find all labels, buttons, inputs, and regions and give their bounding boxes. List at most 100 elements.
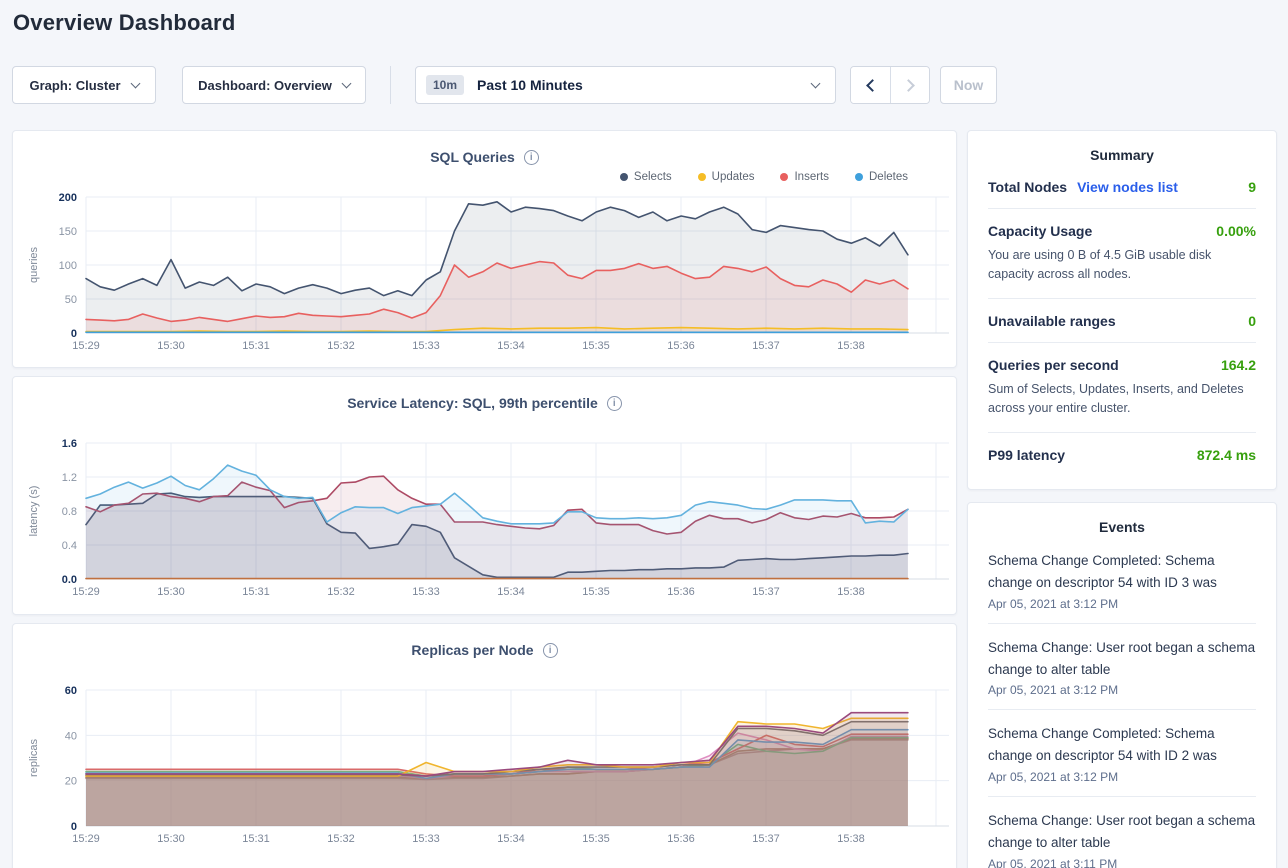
svg-text:15:34: 15:34 [497,586,525,598]
legend-item[interactable]: Selects [619,171,672,183]
chart-legend: Selects Updates Inserts Deletes [13,167,956,187]
time-next-button[interactable] [890,67,929,103]
info-icon[interactable]: i [542,642,558,658]
svg-text:15:38: 15:38 [837,340,865,352]
svg-text:0.8: 0.8 [62,506,77,518]
dashboard-dropdown-label: Dashboard: Overview [198,77,332,93]
view-nodes-list-link[interactable]: View nodes list [1077,179,1178,195]
time-prev-button[interactable] [851,67,890,103]
summary-panel: Summary Total Nodes View nodes list 9 Ca… [967,130,1277,490]
event-text: Schema Change Completed: Schema change o… [988,726,1217,764]
chevron-left-icon [866,78,879,92]
svg-text:150: 150 [59,226,77,238]
event-text: Schema Change: User root began a schema … [988,639,1256,677]
graph-dropdown-label: Graph: Cluster [29,77,121,93]
summary-row-total-nodes: Total Nodes View nodes list 9 [988,165,1256,209]
svg-text:1.2: 1.2 [62,472,77,484]
total-nodes-label: Total Nodes [988,179,1068,195]
unavailable-ranges-value: 0 [1248,312,1256,329]
svg-text:15:35: 15:35 [582,586,610,598]
capacity-subtext: You are using 0 B of 4.5 GiB usable disk… [988,248,1212,282]
svg-text:15:37: 15:37 [752,586,780,598]
svg-text:15:38: 15:38 [837,833,865,845]
svg-text:60: 60 [65,685,77,697]
info-icon[interactable]: i [523,149,539,165]
svg-text:15:30: 15:30 [157,340,185,352]
svg-text:15:30: 15:30 [157,833,185,845]
svg-text:15:33: 15:33 [412,833,440,845]
svg-text:20: 20 [65,776,77,788]
legend-dot-icon [855,173,863,181]
page-title: Overview Dashboard [13,10,236,35]
replicas-per-node-chart: 0 20 40 60 15:29 15:30 15:31 15:32 15:33 15:34 15:… [21,680,956,848]
svg-text:15:30: 15:30 [157,586,185,598]
p99-latency-label: P99 latency [988,446,1066,463]
legend-item[interactable]: Inserts [780,171,829,183]
qps-label: Queries per second [988,356,1119,373]
unavailable-ranges-label: Unavailable ranges [988,312,1116,329]
svg-text:15:29: 15:29 [72,833,100,845]
info-icon[interactable]: i [606,395,622,411]
chevron-down-icon [810,78,821,88]
svg-text:50: 50 [65,294,77,306]
graph-dropdown[interactable]: Graph: Cluster [12,66,156,104]
legend-label: Selects [633,171,672,183]
event-timestamp: Apr 05, 2021 at 3:11 PM [988,856,1118,868]
svg-text:15:38: 15:38 [837,586,865,598]
legend-dot-icon [619,173,628,181]
svg-text:15:34: 15:34 [497,340,525,352]
sql-queries-chart: 0 50 100 150 200 15:29 15:30 15:31 15:32 15:33 15:… [21,187,956,355]
svg-text:15:29: 15:29 [72,340,100,352]
svg-text:1.6: 1.6 [62,438,77,450]
svg-text:15:36: 15:36 [667,833,695,845]
svg-text:15:33: 15:33 [412,340,440,352]
qps-value: 164.2 [1220,356,1256,373]
chevron-down-icon [341,78,352,88]
chart-title: Service Latency: SQL, 99th percentile [347,395,598,411]
svg-text:15:36: 15:36 [667,340,695,352]
svg-text:15:31: 15:31 [242,340,270,352]
divider [390,66,391,104]
svg-text:latency (s): latency (s) [28,486,40,537]
svg-text:queries: queries [28,246,40,283]
legend-item[interactable]: Deletes [855,171,908,183]
legend-dot-icon [697,173,706,181]
chart-panel-service-latency: Service Latency: SQL, 99th percentile i … [12,376,957,615]
qps-subtext: Sum of Selects, Updates, Inserts, and De… [988,381,1244,416]
legend-label: Inserts [794,171,829,183]
legend-label: Deletes [869,171,908,183]
legend-label: Updates [711,171,755,183]
capacity-label: Capacity Usage [988,223,1093,239]
chevron-down-icon [130,78,140,88]
svg-text:15:36: 15:36 [667,586,695,598]
summary-row-capacity: Capacity Usage 0.00% You are using 0 B o… [988,209,1256,299]
chart-panel-sql-queries: SQL Queries i Selects Updates Inserts Delet… [12,130,957,368]
time-range-selector[interactable]: 10m Past 10 Minutes [415,66,836,104]
svg-text:40: 40 [65,730,77,742]
summary-row-unavailable-ranges: Unavailable ranges 0 [988,299,1256,343]
summary-title: Summary [1090,147,1154,163]
summary-row-p99: P99 latency 872.4 ms [988,433,1256,476]
p99-latency-value: 872.4 ms [1196,446,1256,463]
svg-text:0.4: 0.4 [62,540,77,552]
time-range-label: Past 10 Minutes [477,77,583,93]
events-panel: Events Schema Change Completed: Schema c… [967,502,1277,868]
event-timestamp: Apr 05, 2021 at 3:12 PM [988,770,1119,785]
dashboard-dropdown[interactable]: Dashboard: Overview [182,66,366,104]
svg-text:15:34: 15:34 [497,833,525,845]
event-timestamp: Apr 05, 2021 at 3:12 PM [988,596,1119,611]
svg-text:15:32: 15:32 [327,340,355,352]
events-title: Events [1099,519,1145,535]
svg-text:0.0: 0.0 [62,574,77,586]
now-button[interactable]: Now [940,66,997,104]
svg-text:100: 100 [59,260,77,272]
event-text: Schema Change: User root began a schema … [988,813,1256,851]
legend-item[interactable]: Updates [697,171,755,183]
controls-bar: Graph: Cluster Dashboard: Overview 10m P… [12,66,997,104]
legend-dot-icon [780,173,789,181]
event-timestamp: Apr 05, 2021 at 3:12 PM [988,683,1119,698]
svg-text:15:37: 15:37 [752,340,780,352]
svg-text:0: 0 [71,821,77,833]
chart-title: Replicas per Node [411,642,534,658]
